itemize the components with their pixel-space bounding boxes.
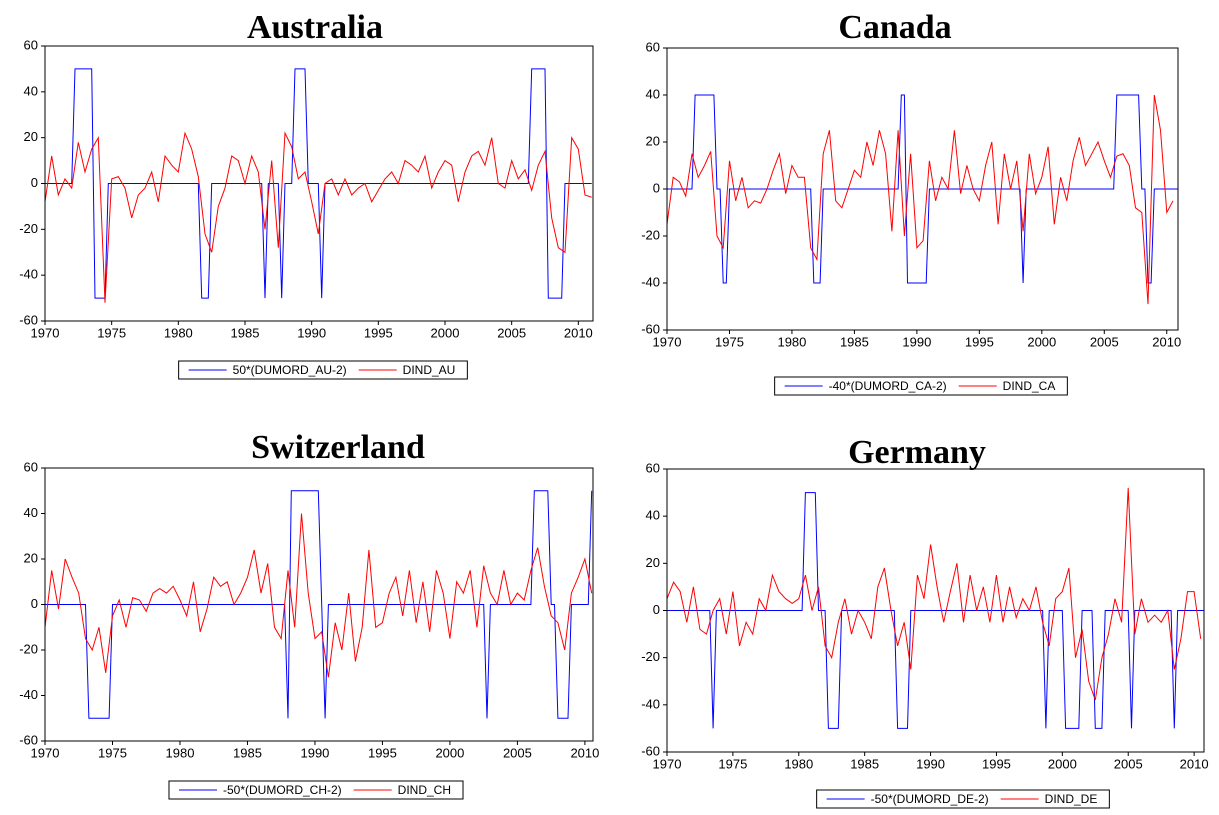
x-tick-label: 1985 <box>840 334 869 349</box>
x-tick-label: 1985 <box>850 756 879 771</box>
legend: -50*(DUMORD_CH-2) DIND_CH <box>168 780 464 800</box>
x-tick-label: 2005 <box>503 745 532 760</box>
x-tick-label: 1985 <box>231 325 260 340</box>
legend-label: 50*(DUMORD_AU-2) <box>233 363 347 377</box>
y-tick-label: 60 <box>24 459 38 474</box>
series-line <box>666 94 1174 305</box>
series-line <box>44 131 592 303</box>
y-tick-label: -20 <box>641 227 660 242</box>
x-tick-label: 2005 <box>1114 756 1143 771</box>
legend-box <box>816 789 1110 809</box>
y-tick-label: 40 <box>646 508 660 523</box>
y-tick-label: -40 <box>19 687 38 702</box>
y-tick-label: -60 <box>19 732 38 747</box>
y-tick-label: -40 <box>641 274 660 289</box>
chart-title: Germany <box>848 434 986 471</box>
x-tick-label: 1975 <box>97 325 126 340</box>
plot-frame <box>666 47 1179 331</box>
x-tick-label: 1990 <box>902 334 931 349</box>
x-tick-label: 1975 <box>715 334 744 349</box>
x-tick-label: 1970 <box>31 745 60 760</box>
legend-label: DIND_CH <box>398 783 451 797</box>
plot-frame <box>44 45 594 322</box>
y-tick-label: -60 <box>19 312 38 327</box>
x-tick-label: 1980 <box>777 334 806 349</box>
x-tick-label: 2010 <box>564 325 593 340</box>
x-tick-label: 2010 <box>570 745 599 760</box>
x-tick-label: 1990 <box>297 325 326 340</box>
y-tick-label: -20 <box>19 221 38 236</box>
y-tick-label: 20 <box>24 550 38 565</box>
series-line <box>667 492 1204 729</box>
x-tick-label: 2000 <box>1048 756 1077 771</box>
y-tick-label: 40 <box>24 505 38 520</box>
x-tick-label: 1970 <box>653 334 682 349</box>
x-tick-label: 1990 <box>300 745 329 760</box>
chart-title: Australia <box>247 9 383 46</box>
plot-frame <box>44 467 594 742</box>
legend-label: -50*(DUMORD_CH-2) <box>223 783 342 797</box>
legend: 50*(DUMORD_AU-2) DIND_AU <box>178 360 468 380</box>
chart-title: Switzerland <box>251 429 425 466</box>
x-tick-label: 1980 <box>166 745 195 760</box>
plot-frame <box>666 468 1205 753</box>
y-tick-label: 40 <box>24 83 38 98</box>
x-tick-label: 1970 <box>653 756 682 771</box>
x-tick-label: 2000 <box>431 325 460 340</box>
x-tick-label: 2010 <box>1152 334 1181 349</box>
y-tick-label: 20 <box>646 555 660 570</box>
y-tick-label: -20 <box>641 649 660 664</box>
y-tick-label: 0 <box>31 596 38 611</box>
x-tick-label: 1975 <box>718 756 747 771</box>
x-tick-label: 1990 <box>916 756 945 771</box>
x-tick-label: 1995 <box>982 756 1011 771</box>
y-tick-label: 0 <box>653 180 660 195</box>
legend-box <box>774 376 1068 396</box>
x-tick-label: 2010 <box>1180 756 1209 771</box>
legend-box <box>168 780 464 800</box>
chart-title: Canada <box>838 9 951 46</box>
x-tick-label: 2005 <box>497 325 526 340</box>
y-tick-label: 0 <box>31 175 38 190</box>
y-tick-label: 0 <box>653 602 660 617</box>
x-tick-label: 1970 <box>31 325 60 340</box>
series-line <box>44 513 593 678</box>
series-line <box>667 94 1178 284</box>
y-tick-label: -20 <box>19 641 38 656</box>
legend-label: DIND_AU <box>403 363 456 377</box>
series-line <box>45 490 593 719</box>
legend: -50*(DUMORD_DE-2) DIND_DE <box>816 789 1110 809</box>
y-tick-label: 20 <box>646 133 660 148</box>
x-tick-label: 1995 <box>364 325 393 340</box>
legend-label: -40*(DUMORD_CA-2) <box>829 379 947 393</box>
legend-label: DIND_CA <box>1003 379 1056 393</box>
y-tick-label: -60 <box>641 321 660 336</box>
x-tick-label: 1980 <box>164 325 193 340</box>
x-tick-label: 2000 <box>435 745 464 760</box>
legend-label: DIND_DE <box>1045 792 1098 806</box>
x-tick-label: 1975 <box>98 745 127 760</box>
y-tick-label: 60 <box>24 37 38 52</box>
x-tick-label: 1995 <box>368 745 397 760</box>
y-tick-label: 20 <box>24 129 38 144</box>
series-line <box>666 487 1202 701</box>
x-tick-label: 1985 <box>233 745 262 760</box>
y-tick-label: 60 <box>646 460 660 475</box>
y-tick-label: -40 <box>641 696 660 711</box>
y-tick-label: -40 <box>19 267 38 282</box>
y-tick-label: 60 <box>646 39 660 54</box>
y-tick-label: -60 <box>641 743 660 758</box>
legend-label: -50*(DUMORD_DE-2) <box>871 792 989 806</box>
x-tick-label: 1980 <box>784 756 813 771</box>
x-tick-label: 2000 <box>1027 334 1056 349</box>
legend-box <box>178 360 468 380</box>
series-line <box>45 68 592 299</box>
x-tick-label: 1995 <box>965 334 994 349</box>
legend: -40*(DUMORD_CA-2) DIND_CA <box>774 376 1068 396</box>
x-tick-label: 2005 <box>1090 334 1119 349</box>
y-tick-label: 40 <box>646 86 660 101</box>
